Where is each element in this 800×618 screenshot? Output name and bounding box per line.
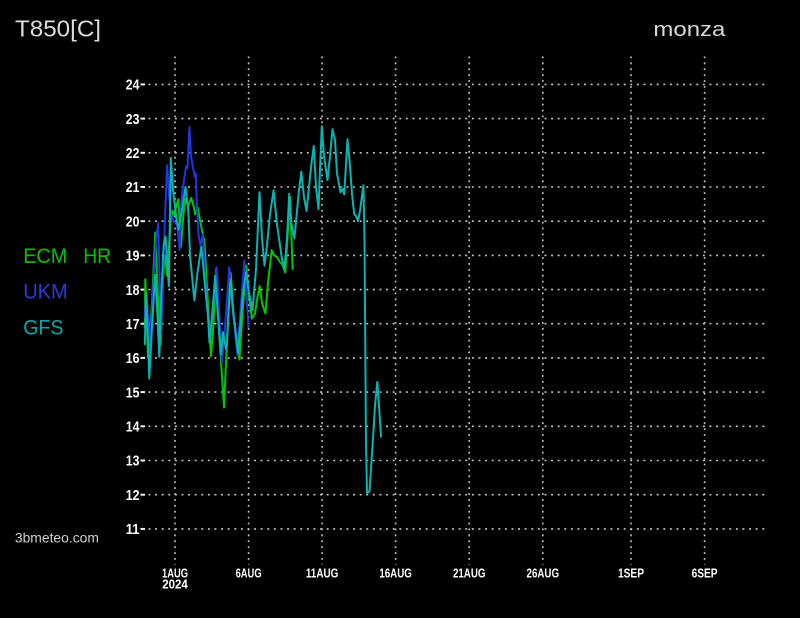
svg-text:monza: monza xyxy=(653,19,726,41)
svg-text:23: 23 xyxy=(126,112,140,128)
svg-text:GFS: GFS xyxy=(23,316,63,339)
svg-text:17: 17 xyxy=(126,317,140,333)
svg-text:6AUG: 6AUG xyxy=(236,567,262,581)
svg-text:26AUG: 26AUG xyxy=(527,567,560,581)
svg-text:1SEP: 1SEP xyxy=(618,567,644,581)
svg-text:T850[C]: T850[C] xyxy=(15,15,101,41)
svg-text:21: 21 xyxy=(126,180,140,196)
svg-text:16AUG: 16AUG xyxy=(379,567,412,581)
svg-text:3bmeteo.com: 3bmeteo.com xyxy=(15,530,99,546)
svg-text:15: 15 xyxy=(126,385,140,401)
svg-text:13: 13 xyxy=(126,454,140,470)
svg-text:UKM: UKM xyxy=(23,281,67,304)
svg-text:19: 19 xyxy=(126,249,140,265)
svg-text:6SEP: 6SEP xyxy=(692,567,718,581)
svg-text:20: 20 xyxy=(126,214,140,230)
svg-text:21AUG: 21AUG xyxy=(453,567,486,581)
svg-text:16: 16 xyxy=(126,351,140,367)
svg-text:2024: 2024 xyxy=(162,578,188,592)
svg-text:11: 11 xyxy=(126,522,140,538)
svg-text:24: 24 xyxy=(126,78,140,94)
svg-text:1AUG: 1AUG xyxy=(162,567,188,581)
svg-text:ECM: ECM xyxy=(23,245,67,268)
svg-text:22: 22 xyxy=(126,146,140,162)
svg-text:14: 14 xyxy=(126,420,140,436)
svg-text:18: 18 xyxy=(126,283,140,299)
svg-text:HR: HR xyxy=(83,245,111,268)
svg-text:11AUG: 11AUG xyxy=(306,567,339,581)
svg-text:12: 12 xyxy=(126,488,140,504)
